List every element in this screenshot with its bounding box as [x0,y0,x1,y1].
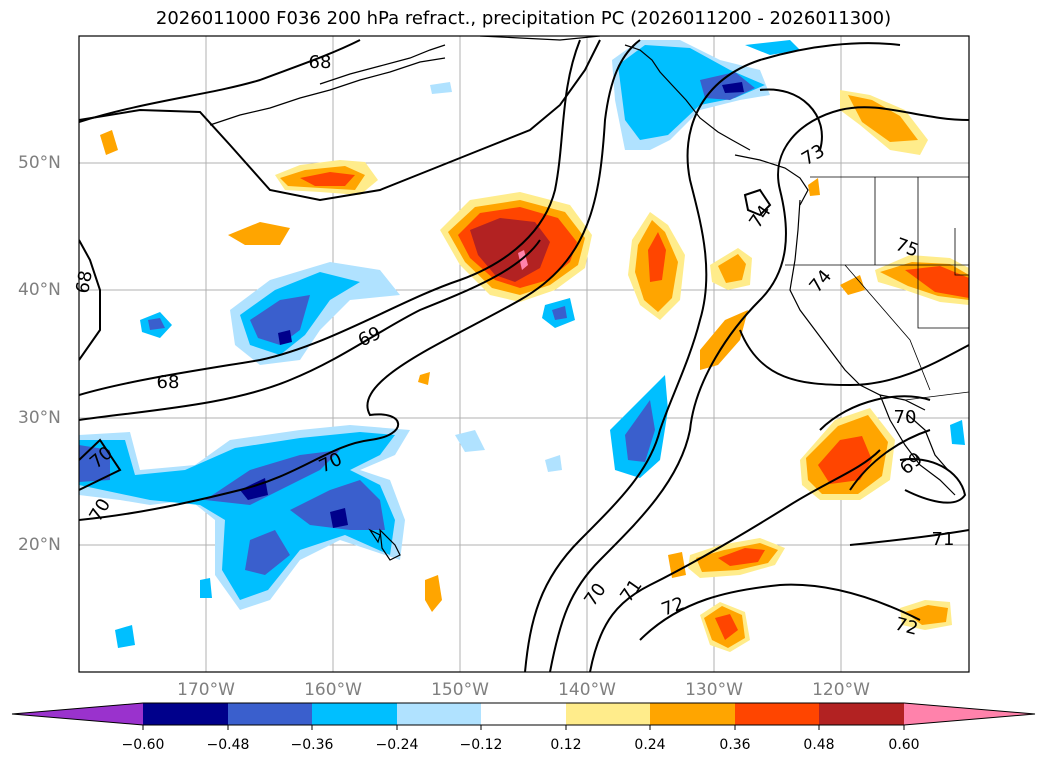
colorbar-tick-label: −0.48 [206,737,250,753]
contour-label: 68 [309,52,332,73]
contour-label: 70 [894,407,917,428]
colorbar-tick-label: −0.60 [121,737,165,753]
longitude-label: 150°W [431,680,489,700]
colorbar-segment [397,703,481,725]
colorbar-segment [650,703,735,725]
colorbar-tick-label: 0.12 [550,737,582,753]
latitude-label: 30°N [18,408,61,428]
colorbar-tick-label: −0.24 [375,737,419,753]
colorbar-tick-label: 0.48 [803,737,835,753]
map-title: 2026011000 F036 200 hPa refract., precip… [155,8,892,29]
refractivity-contours [79,39,969,672]
contour-label: 68 [72,269,97,295]
contour-label: 68 [157,372,180,393]
longitude-label: 160°W [304,680,362,700]
colorbar-tick-label: 0.36 [719,737,751,753]
map-frame [78,35,970,673]
longitude-label: 130°W [685,680,743,700]
colorbar [11,702,1036,730]
contour-label: 71 [932,529,955,550]
colorbar-segment [819,703,904,725]
political-boundaries [785,176,969,401]
colorbar-tick-label: −0.36 [290,737,334,753]
colorbar-segment [143,703,228,725]
longitude-label: 140°W [558,680,616,700]
colorbar-tick-label: 0.24 [634,737,666,753]
precip-negative-shading [79,40,965,648]
longitude-label: 170°W [177,680,235,700]
colorbar-extend-min [12,703,143,725]
coastlines [209,36,956,561]
colorbar-tick-label: 0.60 [888,737,920,753]
colorbar-segment [735,703,819,725]
colorbar-tick-marks [142,725,905,730]
latitude-label: 50°N [18,153,61,173]
colorbar-segment [312,703,397,725]
latitude-label: 40°N [18,280,61,300]
colorbar-tick-label: −0.12 [459,737,503,753]
colorbar-segment [566,703,650,725]
colorbar-extend-max [904,703,1035,725]
colorbar-segment [228,703,312,725]
longitude-label: 120°W [812,680,870,700]
colorbar-segment [481,703,566,725]
latitude-label: 20°N [18,535,61,555]
